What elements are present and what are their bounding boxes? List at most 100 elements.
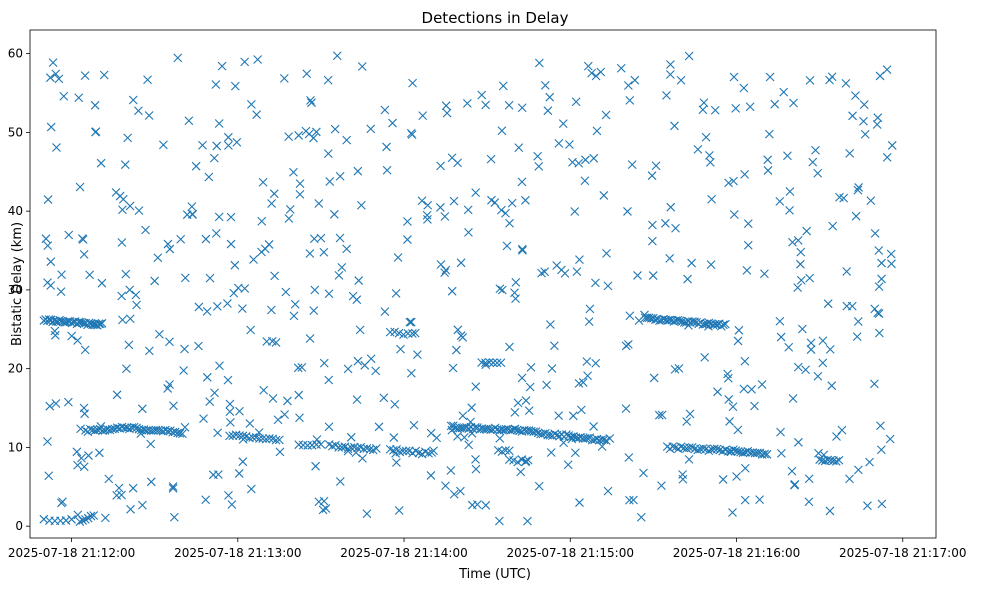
detection-point-195 xyxy=(654,410,664,420)
detection-point-123 xyxy=(295,189,305,199)
detection-point-153 xyxy=(59,91,69,101)
detection-point-455 xyxy=(740,170,750,179)
detection-point-560 xyxy=(134,106,143,116)
detection-point-898 xyxy=(709,444,719,454)
detection-point-937 xyxy=(81,514,90,524)
detection-point-92 xyxy=(403,217,412,226)
detection-point-403 xyxy=(818,336,828,346)
detection-point-593 xyxy=(467,403,477,413)
detection-point-574 xyxy=(592,126,602,136)
detection-point-464 xyxy=(787,466,797,476)
detection-point-577 xyxy=(125,201,135,211)
detection-point-728 xyxy=(349,442,359,452)
detection-point-570 xyxy=(137,404,147,414)
detection-point-511 xyxy=(45,401,55,411)
y-tick-label-0: 0 xyxy=(15,519,23,533)
detection-point-599 xyxy=(112,390,122,400)
detection-point-253 xyxy=(380,105,390,115)
detection-point-278 xyxy=(623,81,633,90)
detection-point-422 xyxy=(517,177,527,187)
detection-point-3 xyxy=(662,90,671,100)
detection-point-419 xyxy=(357,62,367,71)
detection-point-69 xyxy=(760,269,769,279)
detection-point-222 xyxy=(671,223,680,233)
detection-point-571 xyxy=(501,208,510,218)
detection-point-166 xyxy=(537,268,546,278)
detection-point-463 xyxy=(137,500,147,510)
detection-point-576 xyxy=(521,396,531,405)
detection-point-299 xyxy=(806,345,816,354)
detection-point-749 xyxy=(427,448,437,457)
detection-point-525 xyxy=(268,394,278,403)
detection-point-641 xyxy=(76,317,85,327)
detection-point-363 xyxy=(547,364,557,373)
detection-point-259 xyxy=(394,506,404,515)
detection-point-507 xyxy=(521,195,530,205)
detection-point-46 xyxy=(495,284,505,294)
detection-point-561 xyxy=(406,128,416,138)
detection-point-824 xyxy=(599,435,609,445)
detection-point-694 xyxy=(170,427,180,437)
detection-point-500 xyxy=(153,253,163,263)
detection-point-98 xyxy=(284,132,294,142)
detection-point-386 xyxy=(332,51,342,61)
detection-point-247 xyxy=(52,143,61,152)
detection-point-267 xyxy=(795,259,805,269)
detection-point-597 xyxy=(273,415,283,425)
detection-point-101 xyxy=(504,100,514,110)
detection-point-90 xyxy=(518,245,527,255)
detection-point-748 xyxy=(424,448,433,458)
detection-point-326 xyxy=(295,179,305,188)
detection-point-755 xyxy=(407,329,417,338)
detection-point-889 xyxy=(685,443,694,453)
detection-point-338 xyxy=(72,447,82,457)
detection-point-142 xyxy=(266,305,276,315)
detection-point-835 xyxy=(504,446,514,456)
detection-point-34 xyxy=(224,141,233,150)
detection-point-740 xyxy=(398,446,408,456)
detection-point-292 xyxy=(776,427,785,437)
detection-point-371 xyxy=(205,397,215,407)
detection-point-49 xyxy=(496,205,506,215)
detection-point-808 xyxy=(562,430,571,439)
detection-point-279 xyxy=(877,258,886,268)
detection-point-439 xyxy=(342,244,352,254)
detection-point-504 xyxy=(877,274,886,284)
detection-point-184 xyxy=(546,448,556,457)
detection-point-372 xyxy=(389,433,399,442)
detection-point-591 xyxy=(41,234,51,244)
detection-point-106 xyxy=(297,362,307,372)
detection-point-309 xyxy=(765,72,775,82)
detection-point-237 xyxy=(259,385,269,395)
detection-point-366 xyxy=(568,411,578,421)
detection-point-185 xyxy=(648,220,657,230)
detection-point-217 xyxy=(534,481,544,491)
detection-point-26 xyxy=(602,249,611,258)
detection-point-287 xyxy=(545,320,555,329)
detection-point-47 xyxy=(43,278,52,288)
detection-point-400 xyxy=(597,442,607,451)
detection-point-199 xyxy=(793,362,803,372)
detection-point-536 xyxy=(533,151,543,161)
detection-point-16 xyxy=(498,81,508,91)
detection-point-603 xyxy=(875,71,885,81)
detection-point-587 xyxy=(624,453,634,462)
x-axis-ticks: 2025-07-18 21:12:00 2025-07-18 21:13:00 20… xyxy=(8,538,966,560)
detection-point-452 xyxy=(426,428,436,438)
detection-point-658 xyxy=(85,424,95,434)
detection-point-461 xyxy=(441,101,451,111)
detection-point-156 xyxy=(516,467,526,477)
detection-point-426 xyxy=(456,331,466,341)
detection-point-528 xyxy=(335,477,345,486)
detection-point-345 xyxy=(97,278,107,288)
detection-point-450 xyxy=(56,498,66,508)
detection-point-104 xyxy=(74,93,84,103)
detection-point-364 xyxy=(682,417,692,426)
detection-point-39 xyxy=(334,271,344,280)
chart-title: Detections in Delay xyxy=(422,9,569,27)
detection-point-477 xyxy=(144,111,154,120)
detection-point-547 xyxy=(314,497,324,507)
detection-point-602 xyxy=(842,301,852,311)
detection-point-147 xyxy=(324,375,334,385)
detection-point-469 xyxy=(305,249,315,258)
